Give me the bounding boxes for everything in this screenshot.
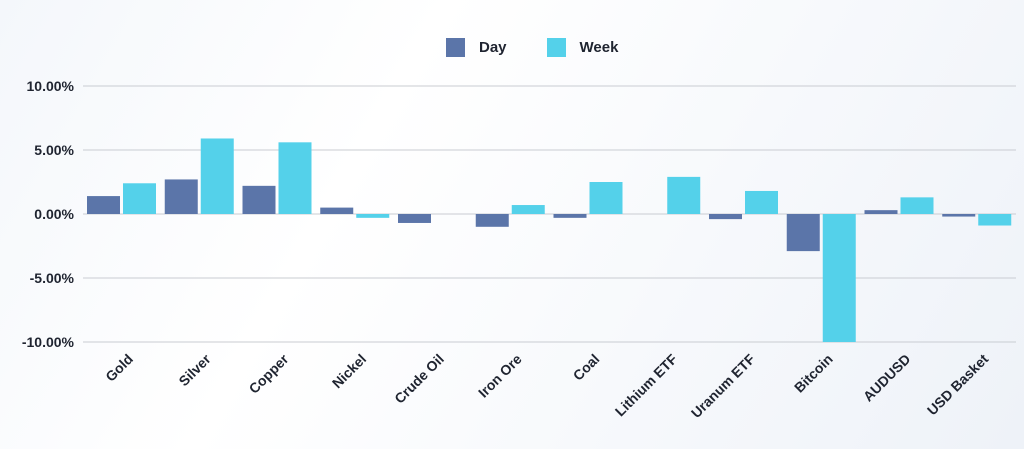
x-category-label: Iron Ore xyxy=(475,351,525,401)
bar-day xyxy=(242,185,276,214)
x-category-label: Gold xyxy=(102,351,136,385)
bar-day xyxy=(864,210,898,214)
y-tick-label: 0.00% xyxy=(34,206,74,222)
bar-week xyxy=(278,142,312,214)
chart-legend: Day Week xyxy=(446,38,658,57)
x-category-label: AUDUSD xyxy=(860,351,914,405)
bar-week xyxy=(356,214,390,218)
bar-week xyxy=(123,183,156,214)
y-tick-label: -5.00% xyxy=(30,270,75,286)
x-category-label: Bitcoin xyxy=(791,351,836,396)
y-tick-label: 10.00% xyxy=(27,78,75,94)
legend-item-day: Day xyxy=(446,38,507,57)
bar-week xyxy=(900,197,934,214)
bar-day xyxy=(709,214,742,220)
bar-day xyxy=(164,179,198,214)
bar-day xyxy=(475,214,509,227)
bar-day xyxy=(320,207,354,214)
x-category-label: Nickel xyxy=(329,351,369,391)
y-tick-label: 5.00% xyxy=(34,142,74,158)
legend-swatch-week xyxy=(546,38,566,57)
legend-label-day: Day xyxy=(479,39,507,56)
y-tick-label: -10.00% xyxy=(22,334,75,350)
bar-week xyxy=(511,205,545,214)
legend-label-week: Week xyxy=(579,39,619,56)
x-category-label: Copper xyxy=(246,350,292,396)
bar-week xyxy=(745,190,778,214)
x-category-label: Coal xyxy=(570,351,603,384)
legend-swatch-day xyxy=(446,38,465,57)
bar-week xyxy=(822,214,856,342)
bar-day xyxy=(942,214,976,217)
legend-item-week: Week xyxy=(546,38,619,57)
bar-week xyxy=(978,214,1012,226)
x-category-label: Lithium ETF xyxy=(612,351,681,420)
x-category-label: Silver xyxy=(175,350,214,389)
x-category-label: Crude Oil xyxy=(391,351,447,407)
bar-day xyxy=(553,214,587,218)
x-category-label: USD Basket xyxy=(924,351,992,419)
bar-week xyxy=(200,138,234,214)
bar-week xyxy=(589,182,623,214)
bar-day xyxy=(786,214,820,252)
x-category-label: Uranum ETF xyxy=(688,350,758,420)
bar-week xyxy=(667,176,701,214)
bar-day xyxy=(398,214,431,223)
bar-day xyxy=(87,196,120,214)
